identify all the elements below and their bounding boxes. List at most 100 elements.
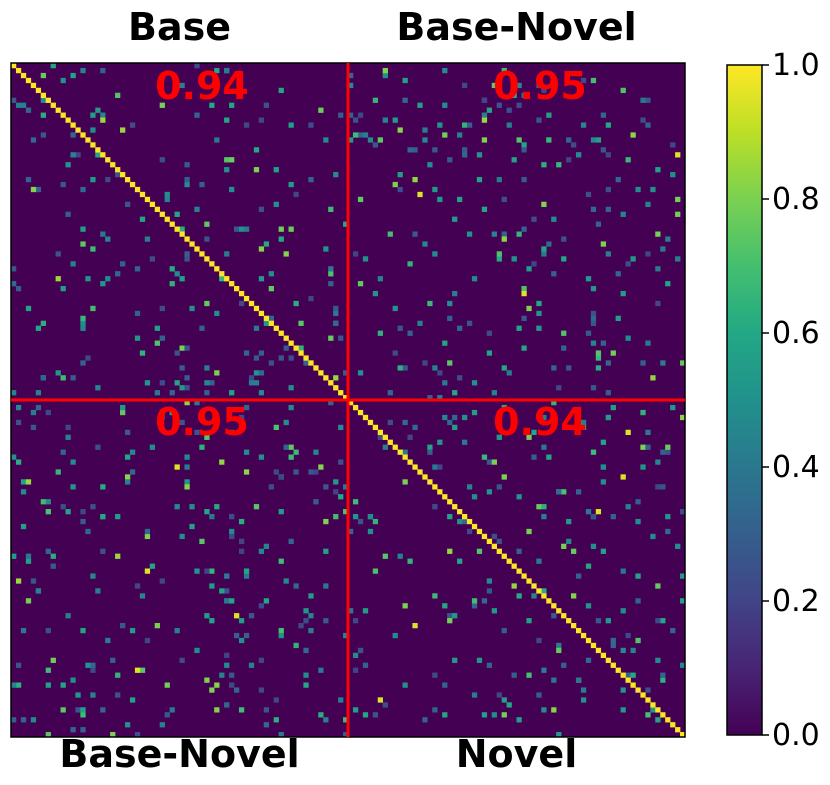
heatmap-cell [229, 186, 235, 193]
heatmap-cell [40, 97, 46, 103]
heatmap-cell [199, 181, 205, 188]
heatmap-cell [481, 137, 488, 143]
heatmap-cell [377, 697, 383, 703]
heatmap-diagonal-cell [70, 122, 76, 128]
heatmap-cell [352, 499, 359, 505]
heatmap-cell [471, 380, 478, 386]
heatmap-cell [595, 509, 602, 515]
heatmap-cell [258, 246, 265, 252]
heatmap-cell [90, 504, 96, 510]
heatmap-cell [45, 409, 51, 416]
heatmap-cell [184, 162, 190, 168]
heatmap-cell [357, 647, 364, 654]
heatmap-diagonal-cell [338, 390, 344, 396]
heatmap-cell [536, 82, 542, 89]
heatmap-cell [461, 414, 468, 421]
heatmap-cell [625, 672, 631, 678]
heatmap-cell [660, 672, 666, 678]
heatmap-cell [506, 107, 512, 113]
heatmap-cell [476, 548, 483, 554]
heatmap-cell [590, 77, 597, 84]
heatmap-cell [427, 395, 433, 401]
heatmap-cell [551, 271, 557, 277]
heatmap-cell [447, 419, 453, 426]
heatmap-cell [357, 132, 364, 138]
heatmap-cell [590, 513, 597, 520]
heatmap-cell [75, 152, 81, 158]
heatmap-cell [278, 558, 284, 564]
heatmap-cell [397, 127, 403, 133]
heatmap-cell [600, 479, 607, 485]
heatmap-cell [85, 276, 91, 282]
heatmap-cell [194, 63, 200, 69]
colorbar-ticks: 0.0 0.2 0.4 0.6 0.8 1.0 [762, 48, 820, 753]
heatmap-cell [209, 618, 215, 624]
heatmap-cell [11, 454, 17, 460]
heatmap-cell [174, 211, 180, 217]
heatmap-cell [333, 375, 339, 381]
heatmap-cell [571, 593, 577, 599]
heatmap-cell [80, 727, 86, 733]
heatmap-diagonal-cell [253, 305, 260, 312]
heatmap-cell [194, 429, 200, 435]
heatmap-cell [357, 112, 364, 118]
heatmap-cell [655, 484, 661, 490]
heatmap-cell [60, 375, 66, 381]
heatmap-cell [328, 400, 334, 406]
heatmap-cell [501, 231, 507, 237]
heatmap-diagonal-cell [189, 241, 195, 247]
heatmap-cell [25, 558, 32, 564]
heatmap-cell [506, 702, 512, 708]
heatmap-cell [447, 300, 453, 307]
heatmap-cell [100, 707, 106, 713]
heatmap-cell [600, 548, 607, 554]
heatmap-cell [100, 231, 106, 237]
quadrant-label-bottom-left: Base-Novel [59, 732, 299, 776]
heatmap-cell [258, 454, 265, 460]
heatmap-cell [338, 335, 344, 341]
heatmap-cell [585, 330, 592, 336]
heatmap-cell [174, 350, 180, 356]
heatmap-cell [303, 618, 309, 624]
heatmap-cell [278, 226, 284, 232]
heatmap-cell [382, 444, 388, 450]
heatmap-cell [561, 330, 567, 336]
heatmap-cell [328, 335, 334, 341]
heatmap-cell [219, 276, 225, 282]
heatmap-cell [229, 429, 235, 435]
heatmap-cell [65, 162, 71, 168]
heatmap-cell [486, 350, 493, 356]
heatmap-cell [25, 176, 32, 183]
heatmap-cell [466, 484, 473, 490]
heatmap-cell [561, 543, 567, 549]
heatmap-cell [80, 509, 86, 515]
heatmap-cell [680, 662, 686, 668]
heatmap-cell [11, 682, 17, 688]
heatmap-cell [95, 588, 101, 594]
heatmap-cell [655, 657, 661, 663]
heatmap-cell [491, 608, 497, 614]
heatmap-diagonal-cell [243, 295, 250, 302]
heatmap-cell [70, 459, 76, 465]
heatmap-cell [204, 236, 210, 242]
heatmap-cell [234, 613, 240, 619]
heatmap-cell [407, 261, 413, 267]
heatmap-cell [174, 380, 180, 386]
heatmap-cell [551, 365, 557, 371]
heatmap-cell [496, 484, 502, 490]
heatmap-cell [60, 286, 66, 292]
heatmap-cell [561, 489, 567, 495]
heatmap-cell [80, 315, 86, 322]
heatmap-cell [417, 191, 423, 198]
heatmap-cell [224, 157, 230, 163]
heatmap-cell [382, 72, 388, 79]
heatmap-cell [590, 449, 597, 455]
heatmap-diagonal-cell [427, 479, 433, 485]
heatmap-diagonal-cell [447, 499, 453, 505]
heatmap-cell [224, 598, 230, 604]
heatmap-cell [392, 117, 398, 123]
heatmap-diagonal-cell [476, 528, 483, 535]
heatmap-diagonal-cell [407, 459, 413, 465]
heatmap-cell [432, 186, 438, 193]
heatmap-cell [575, 489, 582, 495]
